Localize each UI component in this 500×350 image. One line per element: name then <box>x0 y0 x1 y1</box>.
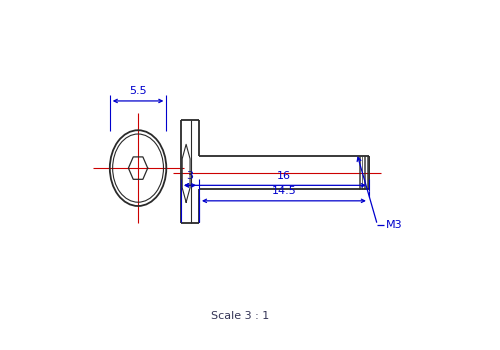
Text: 16: 16 <box>277 171 291 181</box>
Text: 5.5: 5.5 <box>129 86 147 96</box>
Text: 3: 3 <box>186 171 194 181</box>
Text: 14.5: 14.5 <box>272 186 296 196</box>
Text: Scale 3 : 1: Scale 3 : 1 <box>210 311 269 321</box>
Text: M3: M3 <box>386 220 402 230</box>
